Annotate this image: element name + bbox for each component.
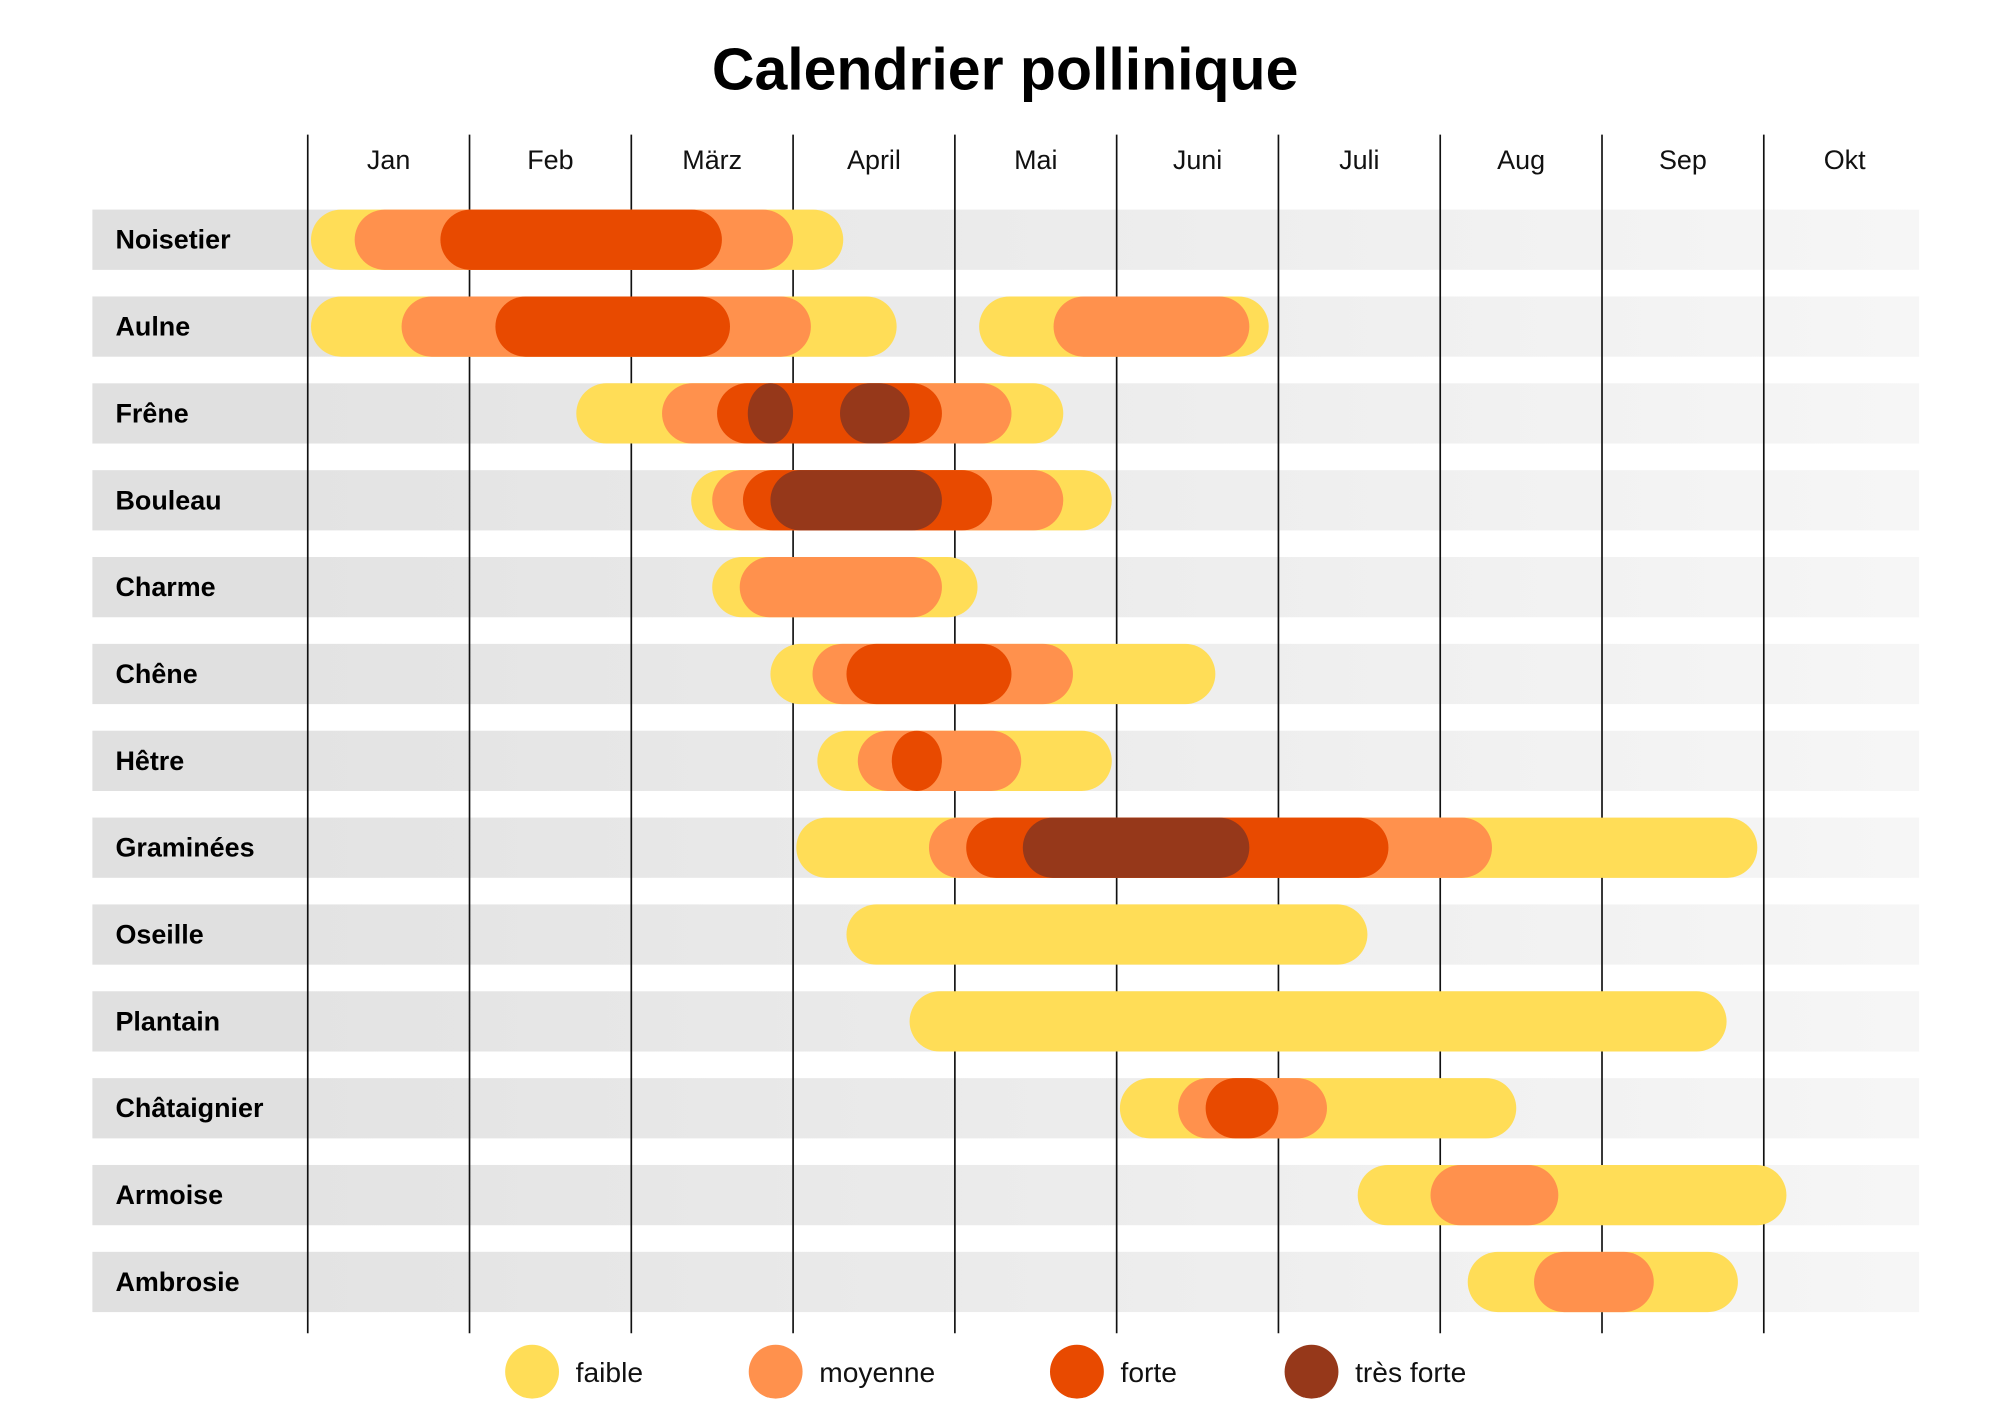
legend-swatch-tres_forte xyxy=(1284,1344,1339,1399)
legend-swatch-faible xyxy=(505,1344,560,1399)
legend-label: très forte xyxy=(1355,1356,1466,1388)
plant-label: Ambrosie xyxy=(115,1267,239,1297)
plant-label: Chêne xyxy=(115,659,197,689)
pollen-bar-forte xyxy=(891,730,942,791)
plant-label: Frêne xyxy=(115,398,188,428)
pollen-bar-faible xyxy=(846,904,1368,965)
pollen-bar-forte xyxy=(495,296,730,357)
row-label-background xyxy=(92,470,308,531)
pollen-bar-faible xyxy=(1357,1164,1787,1226)
legend-swatch-forte xyxy=(1049,1344,1104,1399)
pollen-bar-faible xyxy=(909,991,1727,1052)
row-label-background xyxy=(92,383,308,444)
plant-label: Hêtre xyxy=(115,746,184,776)
row-label-background xyxy=(92,730,308,791)
row-label-background xyxy=(92,1078,308,1139)
plant-label: Charme xyxy=(115,572,215,602)
plant-label: Châtaignier xyxy=(115,1093,264,1123)
pollen-bar-tres_forte xyxy=(770,470,942,531)
month-label: April xyxy=(847,145,901,175)
row-label-background xyxy=(92,1251,308,1313)
row-background xyxy=(307,730,1920,791)
plant-label: Armoise xyxy=(115,1180,223,1210)
month-label: März xyxy=(682,145,742,175)
plant-label: Oseille xyxy=(115,920,203,950)
pollen-bar-tres_forte xyxy=(840,383,910,444)
row-label-background xyxy=(92,296,308,357)
row-background xyxy=(307,557,1920,618)
row-label-background xyxy=(92,991,308,1052)
row-label-background xyxy=(92,904,308,965)
legend-swatch-moyenne xyxy=(748,1344,803,1399)
pollen-bar-moyenne xyxy=(739,557,942,618)
row-background xyxy=(307,470,1920,531)
month-label: Sep xyxy=(1659,145,1707,175)
month-label: Juli xyxy=(1339,145,1379,175)
pollen-bar-moyenne xyxy=(1430,1164,1559,1226)
plant-label: Graminées xyxy=(115,833,254,863)
row-label-background xyxy=(92,1164,308,1226)
plant-label: Aulne xyxy=(115,312,190,342)
month-label: Okt xyxy=(1824,145,1866,175)
month-label: Aug xyxy=(1497,145,1545,175)
month-label: Juni xyxy=(1173,145,1222,175)
pollen-bar-forte xyxy=(1205,1078,1279,1139)
month-label: Feb xyxy=(527,145,573,175)
pollen-bar-moyenne xyxy=(1053,296,1250,357)
row-background xyxy=(307,1078,1920,1139)
pollen-bar-forte xyxy=(440,209,722,270)
month-label: Jan xyxy=(367,145,410,175)
legend-label: faible xyxy=(576,1356,643,1388)
row-label-background xyxy=(92,557,308,618)
legend-label: moyenne xyxy=(819,1356,935,1388)
row-label-background xyxy=(92,817,308,878)
pollen-bar-tres_forte xyxy=(1022,817,1250,878)
pollen-bar-forte xyxy=(846,643,1012,705)
chart-title: Calendrier pollinique xyxy=(712,38,1298,103)
legend-label: forte xyxy=(1121,1356,1177,1388)
month-label: Mai xyxy=(1014,145,1057,175)
row-label-background xyxy=(92,209,308,270)
row-background xyxy=(307,383,1920,444)
pollen-bar-moyenne xyxy=(1534,1251,1654,1313)
plant-label: Plantain xyxy=(115,1006,220,1036)
pollen-bar-tres_forte xyxy=(747,383,794,444)
plant-label: Bouleau xyxy=(115,485,221,515)
row-label-background xyxy=(92,643,308,705)
plant-label: Noisetier xyxy=(115,225,231,255)
